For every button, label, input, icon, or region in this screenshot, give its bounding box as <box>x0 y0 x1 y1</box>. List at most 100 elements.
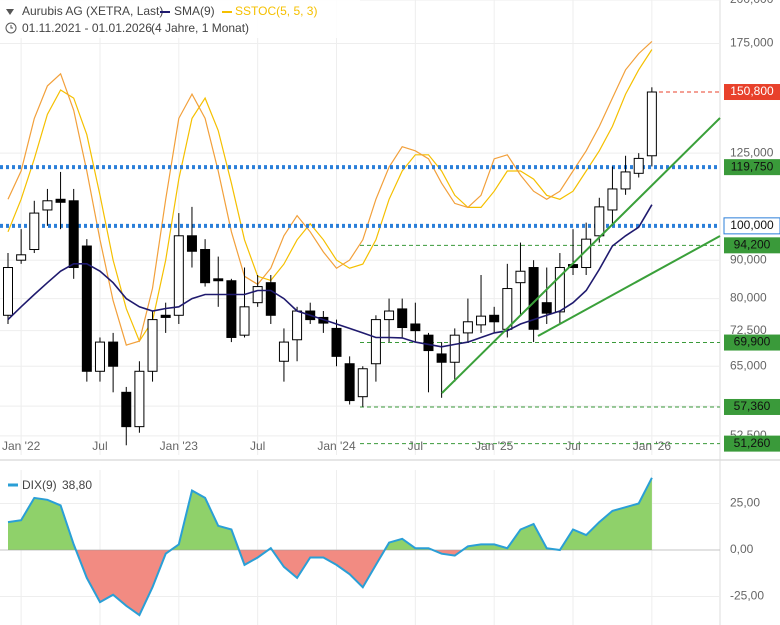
candle-body <box>265 282 276 316</box>
level-label-bg <box>724 334 780 351</box>
legend-label: SMA(9) <box>174 4 215 18</box>
stoch-line <box>7 40 653 346</box>
candle-body <box>581 238 592 269</box>
y-tick-label: 90,000 <box>730 252 767 266</box>
y-tick-label: 65,000 <box>730 358 767 372</box>
level-label: 51,260 <box>734 436 771 450</box>
last-value: 38,80 <box>62 478 92 492</box>
y-tick-label: 0,00 <box>730 542 754 556</box>
y-tick-label: 200,000 <box>730 0 774 6</box>
candle-body <box>213 278 224 282</box>
candle-body <box>476 315 487 326</box>
level-label-bg <box>724 159 780 176</box>
dropdown-icon <box>6 9 14 15</box>
candle-body <box>462 321 473 334</box>
candle-body <box>607 188 618 211</box>
x-tick-label: Jan '24 <box>317 439 356 453</box>
y-tick-label: 25,00 <box>730 496 760 510</box>
candle-body <box>200 249 211 284</box>
trend-line <box>537 235 721 337</box>
candle-body <box>646 91 657 157</box>
y-tick-label: -25,00 <box>730 589 764 603</box>
candle-body <box>489 314 500 323</box>
candle-body <box>594 206 605 237</box>
candle-body <box>134 370 145 428</box>
level-label-bg <box>724 435 780 452</box>
trend-line <box>441 117 721 394</box>
candle-body <box>226 280 237 338</box>
candle-body <box>186 235 197 252</box>
candle-body <box>620 171 631 190</box>
date-range: 01.11.2021 - 01.01.2026 <box>22 21 152 35</box>
candle-body <box>55 198 66 203</box>
x-tick-label: Jul <box>565 439 580 453</box>
header-bg <box>0 0 360 38</box>
candle-body <box>423 334 434 352</box>
level-label: 100,000 <box>730 218 774 232</box>
x-tick-label: Jan '23 <box>160 439 199 453</box>
candle-body <box>436 353 447 363</box>
header: Aurubis AG (XETRA, Last) SMA(9) SSTOC(5,… <box>0 0 360 38</box>
candle-body <box>173 235 184 316</box>
candle-body <box>29 212 40 251</box>
x-tick-label: Jan '25 <box>475 439 514 453</box>
candle-body <box>554 267 565 313</box>
legend-label: SSTOC(5, 5, 3) <box>235 4 317 18</box>
dix-area-negative <box>8 550 652 616</box>
candle-body <box>541 302 552 314</box>
title: Aurubis AG (XETRA, Last) <box>22 4 163 18</box>
candle-body <box>108 341 119 367</box>
sma-line <box>7 204 653 348</box>
price-panel: Jan '22 Jul Jan '23 Jul Jan '24 Jul Jan '25 Jul… <box>0 0 780 455</box>
candle-body <box>16 254 27 261</box>
candle-body <box>42 200 53 211</box>
x-tick-label: Jan '26 <box>633 439 672 453</box>
dix-line <box>7 477 653 617</box>
series-group <box>0 40 720 446</box>
candle-body <box>160 314 171 318</box>
candle-body <box>121 391 132 428</box>
y-tick-label: 72,500 <box>730 323 767 337</box>
level-label: 150,800 <box>730 84 774 98</box>
candle-body <box>357 368 368 398</box>
level-label-bg <box>724 84 780 101</box>
x-tick-label: Jul <box>250 439 265 453</box>
candle-body <box>502 288 513 330</box>
level-label: 119,750 <box>731 159 774 173</box>
clock-icon <box>5 22 17 34</box>
candle-body <box>147 319 158 372</box>
stoch-line <box>7 49 653 343</box>
candle-body <box>94 341 105 372</box>
y-tick-label: 125,000 <box>730 145 774 159</box>
clock-hand <box>10 25 13 29</box>
x-tick-label: Jul <box>92 439 107 453</box>
y-tick-label: 80,000 <box>730 291 767 305</box>
candle-body <box>252 286 263 304</box>
level-label-bg <box>723 217 780 235</box>
candle-body <box>633 157 644 174</box>
candle-body <box>81 245 92 372</box>
candle-body <box>384 310 395 321</box>
candle-body <box>331 327 342 357</box>
candle-body <box>68 200 79 269</box>
candle-body <box>397 308 408 329</box>
dix-header: DIX(9) 38,80 <box>8 478 92 492</box>
level-label: 69,900 <box>734 335 771 349</box>
candle-body <box>278 341 289 362</box>
candle-body <box>370 319 381 365</box>
candle-body <box>292 310 303 341</box>
candle-body <box>3 267 13 316</box>
candle-body <box>449 334 460 363</box>
candle-body <box>239 306 250 336</box>
level-label: 94,200 <box>734 238 771 252</box>
level-label-bg <box>724 398 780 415</box>
candle-body <box>410 323 421 332</box>
period: (4 Jahre, 1 Monat) <box>151 21 249 35</box>
y-tick-label: 175,000 <box>730 36 774 50</box>
dix-panel: 25,00 0,00 -25,00 <box>0 470 764 625</box>
x-tick-label: Jul <box>408 439 423 453</box>
x-tick-label: Jan '22 <box>2 439 41 453</box>
level-label-bg <box>724 237 780 254</box>
legend-label: DIX(9) <box>22 478 57 492</box>
